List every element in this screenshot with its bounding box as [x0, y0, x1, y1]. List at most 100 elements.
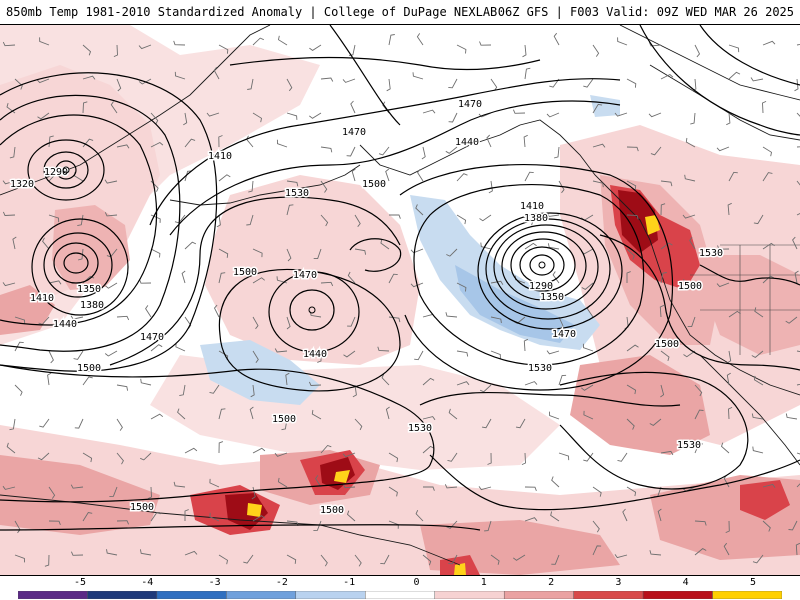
colorbar-tick-label: 5	[749, 577, 757, 588]
wind-barb	[490, 78, 498, 91]
wind-barb	[346, 510, 356, 522]
wind-barb	[179, 384, 186, 397]
height-contour	[559, 371, 749, 490]
wind-barb	[77, 248, 84, 261]
wind-barb	[726, 372, 731, 386]
colorbar	[18, 591, 782, 599]
wind-barb	[209, 384, 220, 394]
height-contour	[0, 524, 481, 531]
wind-barb	[660, 350, 670, 362]
wind-barb	[313, 248, 322, 260]
wind-barb	[762, 520, 771, 532]
wind-barb	[138, 78, 152, 85]
wind-barb	[694, 520, 707, 526]
wind-barb	[184, 241, 197, 250]
colorbar-tick-label: -1	[343, 577, 356, 588]
wind-barb	[246, 214, 254, 226]
wind-barb	[286, 112, 298, 120]
wind-barb	[44, 554, 50, 567]
contour-label: 1500	[362, 179, 386, 190]
wind-barb	[48, 214, 60, 223]
wind-barb	[456, 350, 469, 357]
height-contour	[53, 242, 99, 284]
contour-label: 1440	[455, 137, 479, 148]
wind-barb	[104, 179, 118, 184]
height-contour	[63, 252, 89, 274]
wind-barb	[581, 282, 594, 290]
wind-barb	[694, 409, 704, 420]
contour-label: 1380	[524, 213, 548, 224]
wind-barb	[116, 418, 123, 431]
colorbar-segment	[434, 591, 505, 599]
wind-barb	[753, 214, 764, 225]
height-contour	[55, 160, 77, 180]
wind-barb	[720, 442, 730, 454]
colorbar-tick-label: 3	[615, 577, 622, 588]
wind-barb	[785, 413, 798, 420]
wind-barb	[2, 180, 16, 185]
wind-barb	[660, 203, 666, 216]
cool-anomaly-region	[455, 265, 575, 343]
colorbar-segment	[712, 591, 782, 599]
wind-barb	[410, 282, 424, 288]
height-contour	[329, 25, 401, 126]
contour-label: 1530	[285, 188, 309, 199]
wind-barb	[448, 78, 458, 89]
wind-barb	[626, 271, 631, 283]
wind-barb	[249, 406, 254, 420]
wind-barb	[762, 100, 767, 114]
wind-barb	[48, 486, 56, 499]
height-contour	[349, 238, 402, 272]
wind-barb	[206, 112, 220, 117]
wind-barb	[140, 378, 152, 386]
contour-label: 1410	[520, 201, 544, 212]
wind-barb	[116, 144, 130, 149]
colorbar-tick-label: -3	[208, 577, 221, 588]
colorbar-tick-label: 1	[480, 577, 487, 588]
wind-barb	[524, 214, 534, 226]
cool-anomaly-region	[410, 195, 600, 350]
height-contour	[0, 364, 435, 503]
height-contour	[413, 183, 645, 366]
contour-label: 1350	[540, 292, 564, 303]
pressure-centers	[62, 166, 546, 314]
wind-barb	[150, 112, 159, 125]
wind-barb	[82, 101, 88, 114]
wind-barb	[456, 173, 468, 182]
wind-barb	[553, 146, 560, 159]
us-state-lines	[690, 244, 800, 355]
wind-barb	[313, 520, 322, 531]
contour-label: 1470	[140, 332, 164, 343]
wind-barb	[649, 550, 662, 556]
wind-barb	[444, 484, 458, 489]
wind-barb	[648, 112, 662, 118]
wind-barb	[150, 141, 164, 148]
height-contour	[429, 454, 800, 511]
wind-barb	[716, 282, 730, 288]
height-contour	[0, 114, 158, 326]
wind-barb	[218, 174, 231, 182]
wind-barb	[553, 32, 560, 46]
wind-barb	[456, 381, 470, 386]
wind-barb	[490, 316, 502, 324]
wind-barb	[48, 350, 54, 364]
wind-barb	[423, 486, 435, 491]
low-center-marker	[62, 166, 70, 174]
wind-barb	[456, 214, 467, 225]
wind-barb	[552, 271, 560, 284]
wind-barb	[315, 475, 322, 488]
wind-barb	[2, 41, 16, 47]
wind-barb	[184, 550, 198, 556]
aleutian-chain	[169, 164, 361, 206]
wind-barb	[377, 346, 390, 352]
map-panel: 1470 1470 1440 1410 1530 1500 1290 1320 …	[0, 25, 800, 575]
height-contour	[43, 232, 113, 298]
wind-barb	[524, 486, 537, 492]
wind-barb	[480, 242, 492, 250]
contour-label: 1320	[10, 179, 34, 190]
height-contour	[149, 78, 621, 226]
wind-barb	[549, 411, 560, 420]
colorbar-segment	[642, 591, 713, 599]
wind-barb	[320, 77, 334, 82]
wind-barb	[523, 134, 528, 148]
